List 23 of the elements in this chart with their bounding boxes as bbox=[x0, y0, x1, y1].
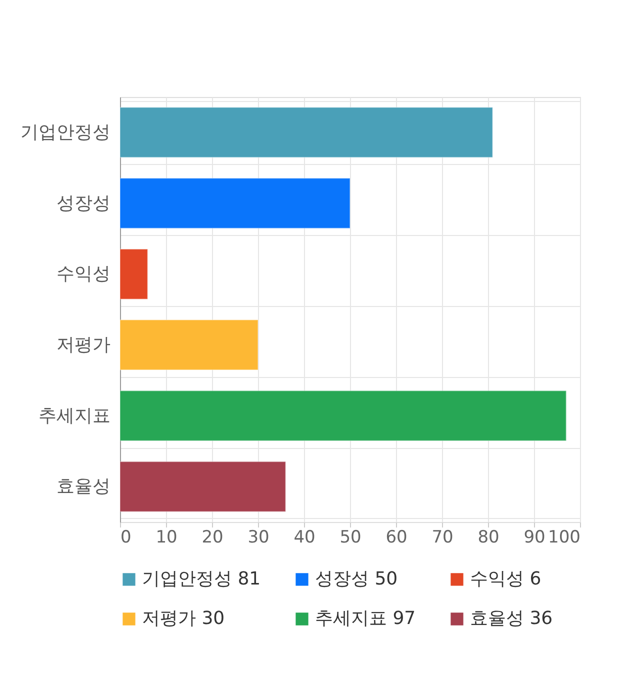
x-tick-label: 90 bbox=[524, 528, 546, 548]
legend-label: 수익성 6 bbox=[470, 568, 542, 590]
y-tick-label: 저평가 bbox=[56, 334, 110, 356]
y-tick-label: 효율성 bbox=[56, 476, 110, 498]
legend-label: 효율성 36 bbox=[470, 608, 553, 629]
legend-label: 성장성 50 bbox=[315, 568, 398, 590]
x-tick-label: 70 bbox=[432, 528, 454, 548]
x-tick-label: 100 bbox=[548, 528, 580, 548]
x-tick-label: 40 bbox=[294, 528, 316, 548]
x-tick-label: 10 bbox=[156, 528, 178, 548]
x-tick-label: 30 bbox=[248, 528, 270, 548]
legend-label: 기업안정성 81 bbox=[142, 568, 261, 590]
y-tick-label: 추세지표 bbox=[38, 405, 110, 426]
x-tick-label: 20 bbox=[202, 528, 224, 548]
legend-label: 저평가 30 bbox=[142, 608, 225, 629]
x-tick-label: 0 bbox=[120, 528, 132, 548]
x-tick-label: 60 bbox=[386, 528, 408, 548]
legend-label: 추세지표 97 bbox=[315, 608, 416, 629]
x-tick-label: 50 bbox=[340, 528, 362, 548]
y-tick-label: 성장성 bbox=[56, 192, 110, 214]
y-tick-label: 수익성 bbox=[56, 264, 110, 285]
x-tick-label: 80 bbox=[478, 528, 500, 548]
y-tick-label: 기업안정성 bbox=[20, 122, 110, 143]
